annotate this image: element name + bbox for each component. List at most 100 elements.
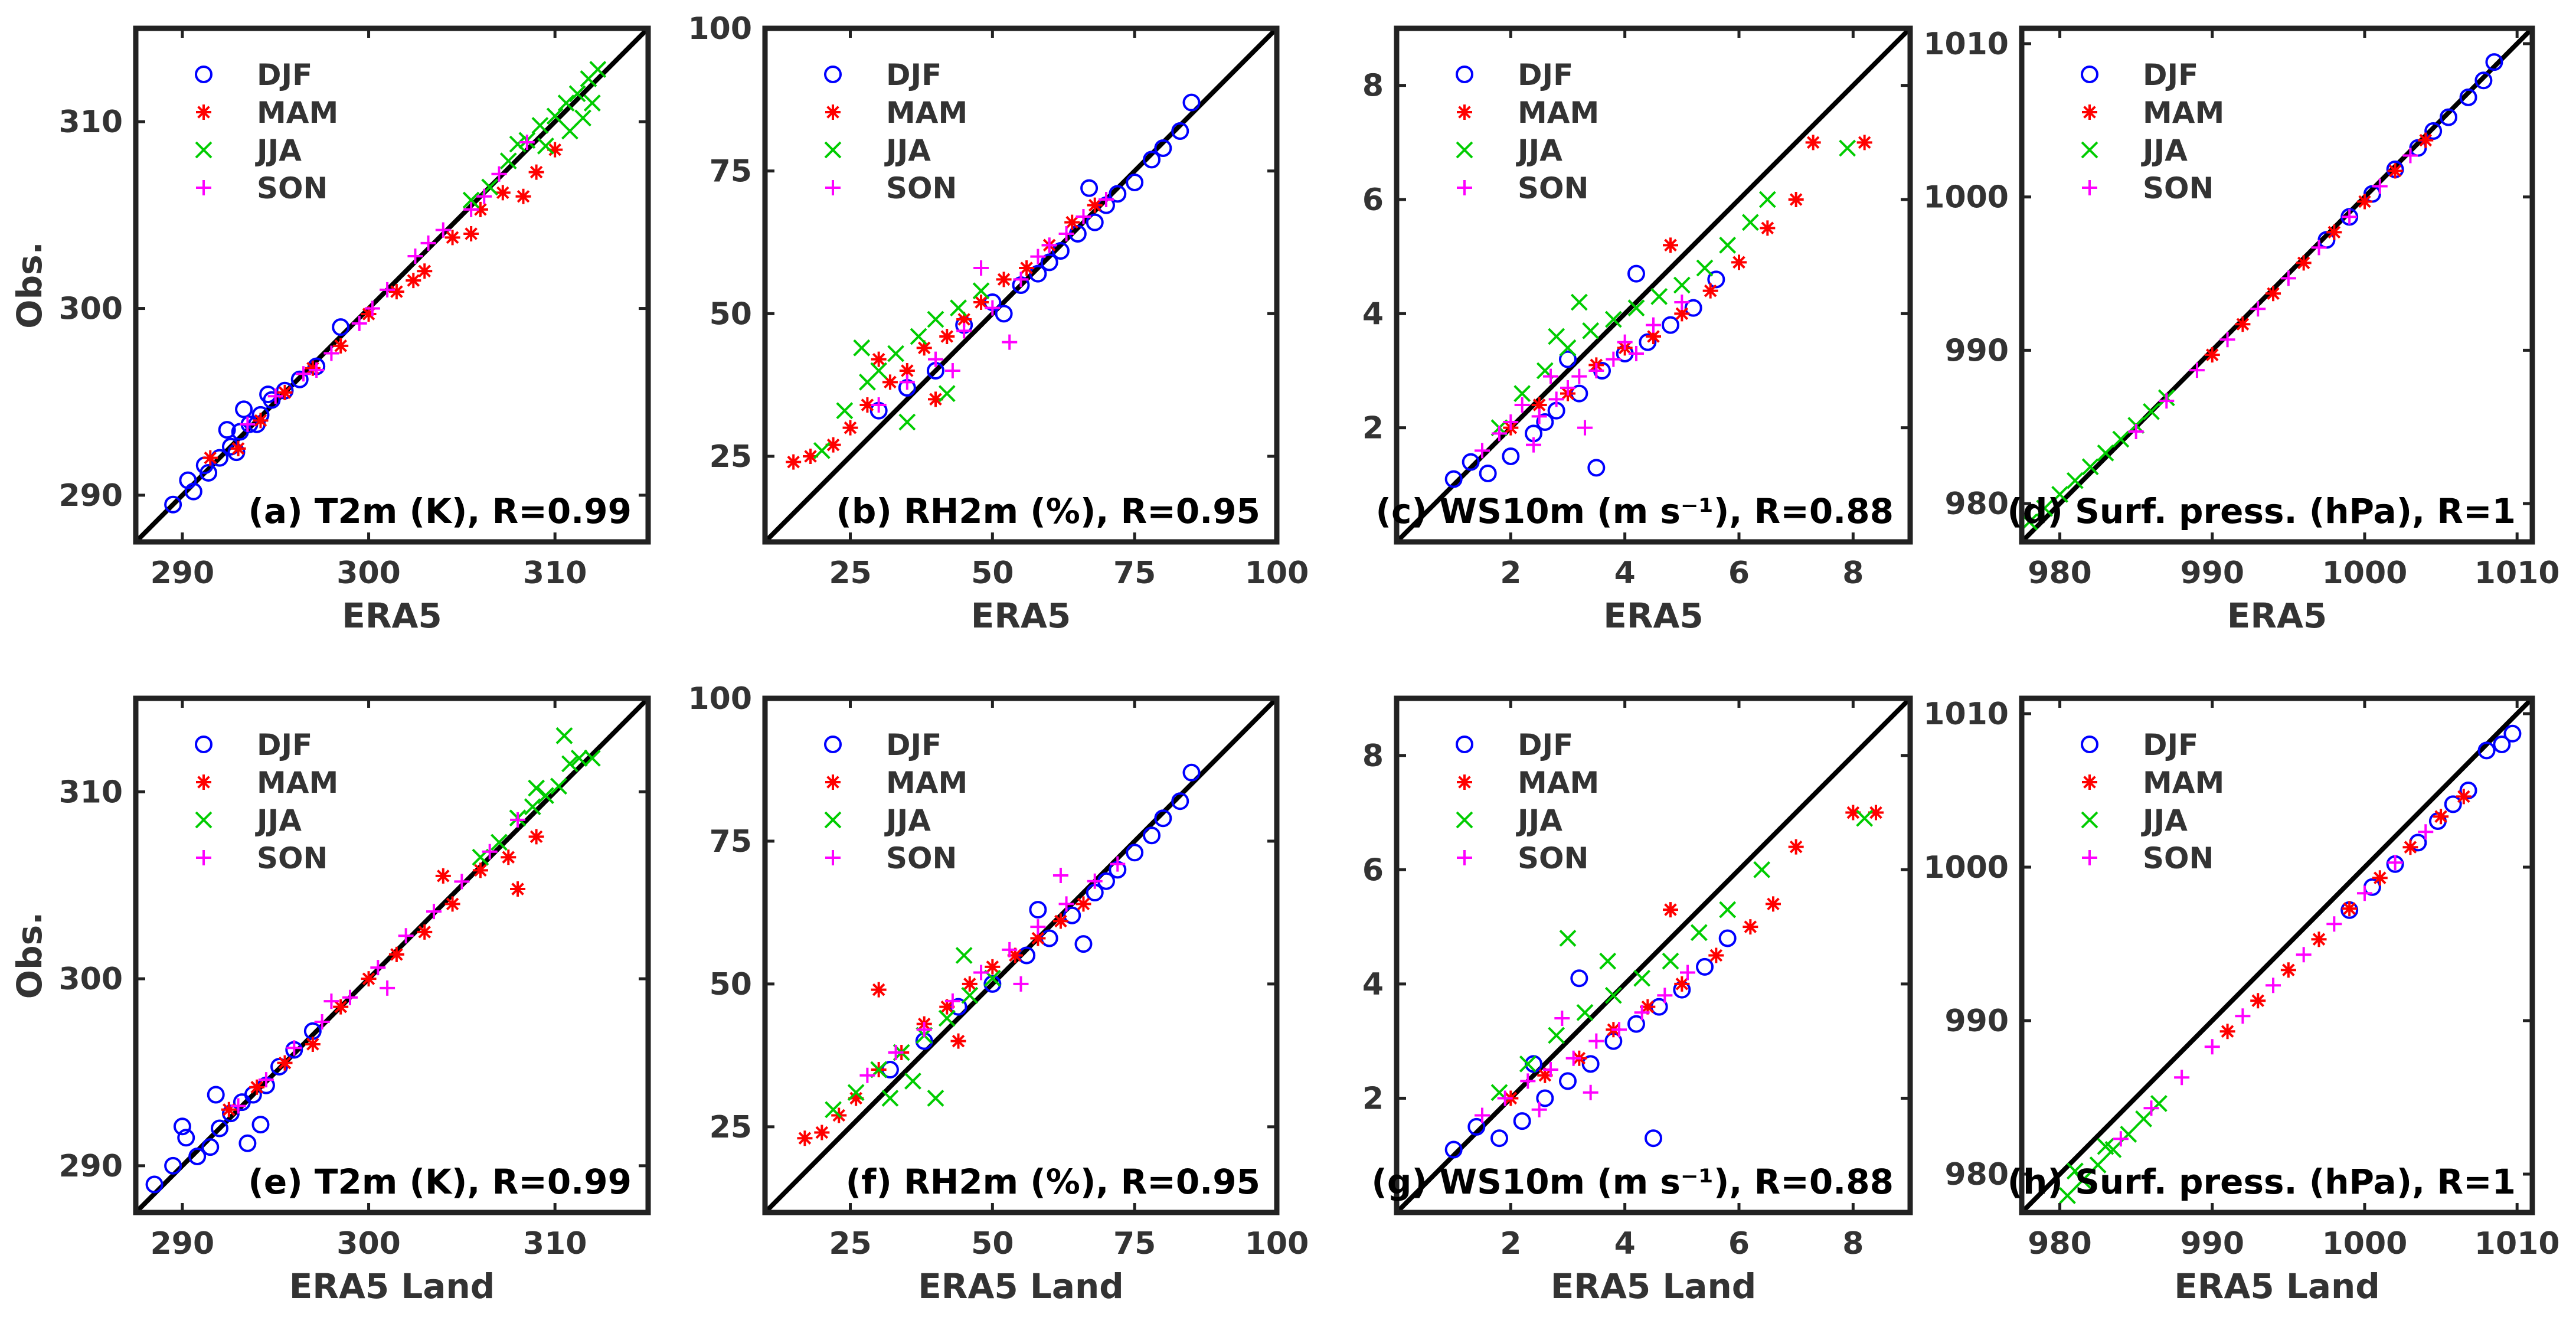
point-e-son <box>286 1040 302 1056</box>
point-e-djf <box>251 1116 270 1134</box>
point-f-son <box>1058 896 1074 912</box>
point-e-son <box>454 874 470 890</box>
plot-area-f <box>765 698 1277 1212</box>
point-b-jja <box>927 310 944 328</box>
x-tick-label-f: 25 <box>829 1226 871 1261</box>
point-f-djf <box>1126 844 1144 862</box>
point-b-djf <box>1143 151 1161 169</box>
point-f-mam <box>848 1090 864 1106</box>
point-a-jja <box>531 117 549 134</box>
point-g-jja <box>1548 1027 1565 1044</box>
point-b-son <box>1099 192 1114 207</box>
point-g-djf <box>1718 929 1737 947</box>
point-c-djf <box>1662 316 1679 334</box>
point-g-djf <box>1645 1129 1662 1148</box>
point-h-jja <box>2059 1187 2076 1204</box>
y-tick-label-g: 4 <box>1362 967 1384 1002</box>
point-a-son <box>309 362 325 378</box>
plot-area-a <box>136 28 648 542</box>
legend-marker-d-jja <box>2081 141 2098 159</box>
point-g-djf <box>1444 1140 1463 1159</box>
legend-marker-e-djf <box>195 736 213 753</box>
point-d-son <box>2342 209 2358 225</box>
point-a-mam <box>202 450 218 466</box>
point-d-mam <box>2266 286 2281 302</box>
x-tick-label-a: 310 <box>523 555 587 591</box>
point-f-mam <box>814 1125 830 1140</box>
point-h-mam <box>2311 931 2327 947</box>
point-b-mam <box>1087 197 1103 213</box>
point-c-son <box>1646 317 1661 333</box>
point-c-mam <box>1674 306 1690 322</box>
plot-area-d <box>2022 28 2532 542</box>
point-d-son <box>2128 424 2144 440</box>
point-b-jja <box>950 299 967 317</box>
point-c-jja <box>1627 299 1645 317</box>
point-b-jja <box>853 339 871 357</box>
point-d-son <box>2159 393 2175 409</box>
point-a-son <box>407 248 423 264</box>
point-g-mam <box>1788 839 1804 855</box>
point-c-djf <box>1587 459 1606 477</box>
point-b-jja <box>938 385 956 403</box>
legend-marker-c-mam <box>1457 104 1472 120</box>
point-g-jja <box>1559 930 1577 947</box>
point-c-jja <box>1513 385 1531 403</box>
point-a-mam <box>515 188 531 204</box>
x-axis-title-g: ERA5 Land <box>1551 1266 1757 1306</box>
point-g-son <box>1543 1062 1558 1078</box>
point-f-mam <box>962 976 978 992</box>
point-c-mam <box>1856 135 1872 151</box>
legend-label-e-mam: MAM <box>257 766 338 800</box>
point-d-jja <box>2051 486 2068 503</box>
legend-label-g-jja: JJA <box>1516 803 1562 838</box>
point-e-son <box>230 1098 246 1114</box>
point-c-jja <box>1650 287 1668 305</box>
point-e-son <box>342 989 358 1005</box>
point-h-djf <box>2459 782 2477 799</box>
x-tick-label-b: 75 <box>1113 555 1156 591</box>
point-b-djf <box>1086 213 1104 231</box>
point-e-jja <box>561 755 578 773</box>
point-c-mam <box>1702 283 1718 299</box>
point-c-djf <box>1479 465 1497 482</box>
point-b-son <box>871 397 887 413</box>
x-tick-label-h: 1000 <box>2322 1226 2408 1261</box>
point-c-son <box>1492 426 1507 442</box>
point-b-son <box>1013 272 1029 287</box>
point-d-jja <box>2097 444 2114 462</box>
point-b-son <box>1030 249 1046 264</box>
x-tick-label-h: 1010 <box>2474 1226 2560 1261</box>
point-f-mam <box>871 982 887 998</box>
point-g-son <box>1497 1090 1513 1106</box>
point-h-son <box>2418 824 2434 840</box>
point-e-son <box>314 1014 330 1029</box>
point-e-jja <box>555 727 573 744</box>
point-d-son <box>2311 240 2327 256</box>
point-e-jja <box>537 787 554 805</box>
point-d-djf <box>2459 88 2477 106</box>
legend-label-c-mam: MAM <box>1518 96 1599 130</box>
y-tick-label-d: 990 <box>1944 333 2009 368</box>
point-e-jja <box>570 749 588 767</box>
y-tick-label-d: 980 <box>1944 486 2009 522</box>
y-tick-label-a: 290 <box>58 478 123 514</box>
axes-box-g <box>1394 695 1913 1215</box>
point-b-djf <box>1126 174 1144 191</box>
point-b-son <box>973 260 989 276</box>
point-a-son <box>420 235 436 251</box>
point-a-djf <box>290 370 309 388</box>
point-g-djf <box>1581 1055 1600 1073</box>
point-g-mam <box>1743 919 1758 935</box>
legend-marker-c-son <box>1457 180 1472 195</box>
point-d-mam <box>2356 194 2372 210</box>
x-tick-label-f: 50 <box>971 1226 1014 1261</box>
plot-area-b <box>765 28 1277 542</box>
point-e-son <box>398 928 414 944</box>
